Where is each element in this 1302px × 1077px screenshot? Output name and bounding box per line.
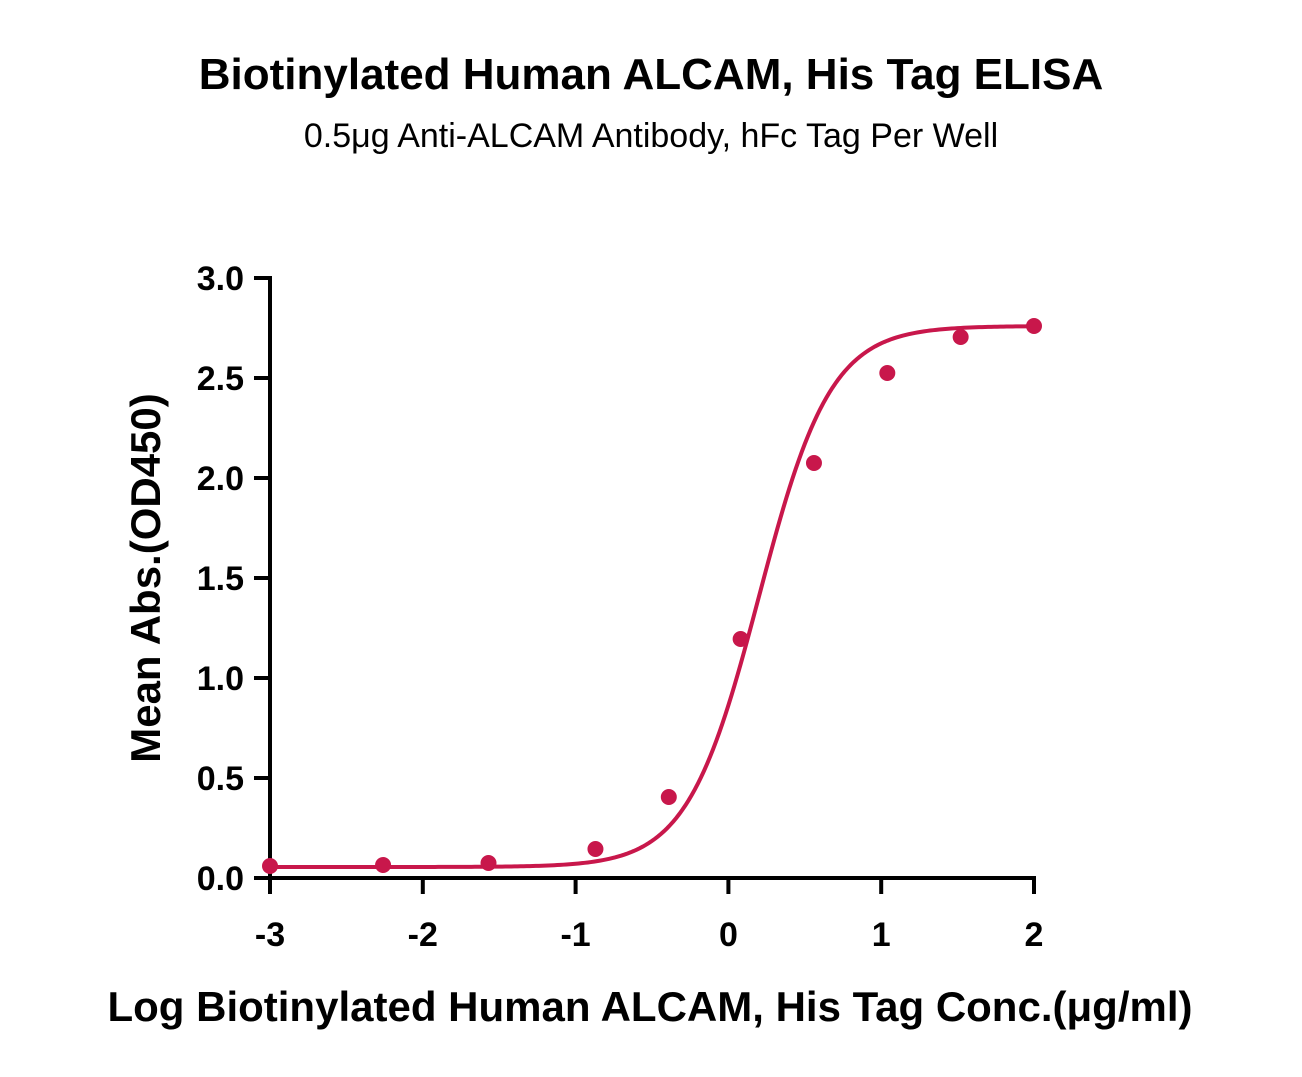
x-tick-label: 1 [872,916,891,954]
y-tick-label: 2.0 [197,460,244,498]
fit-curve-layer [270,324,1035,869]
x-tick-label: -3 [255,916,285,954]
y-tick-label: 0.0 [197,860,244,898]
x-tick-label: 0 [719,916,738,954]
data-point [375,857,392,873]
x-tick-label: 2 [1025,916,1044,954]
chart-title: Biotinylated Human ALCAM, His Tag ELISA [198,50,1104,99]
y-tick-label: 2.5 [197,360,244,398]
y-tick-label: 1.0 [197,660,244,698]
chart-subtitle: 0.5μg Anti-ALCAM Antibody, hFc Tag Per W… [303,117,999,155]
axes: 0.0 0.5 1.0 1.5 2.0 2.5 3.0 -3 -2 -1 0 1 2 [197,260,1044,954]
y-tick-label: 3.0 [197,260,244,298]
y-axis-label: Mean Abs.(OD450) [122,393,169,763]
data-points-layer [262,318,1042,874]
data-point [660,789,677,805]
x-tick-label: -1 [560,916,590,954]
y-tick-label: 0.5 [197,760,244,798]
data-point [262,858,278,874]
x-axis-label: Log Biotinylated Human ALCAM, His Tag Co… [107,983,1192,1030]
data-point [587,841,604,857]
data-point [805,455,822,471]
data-point [1026,318,1042,334]
data-point [952,329,969,345]
data-point [879,365,896,381]
fit-curve [270,324,1035,869]
x-tick-label: -2 [408,916,438,954]
y-tick-label: 1.5 [197,560,244,598]
data-point [732,631,749,647]
data-point [480,855,497,871]
